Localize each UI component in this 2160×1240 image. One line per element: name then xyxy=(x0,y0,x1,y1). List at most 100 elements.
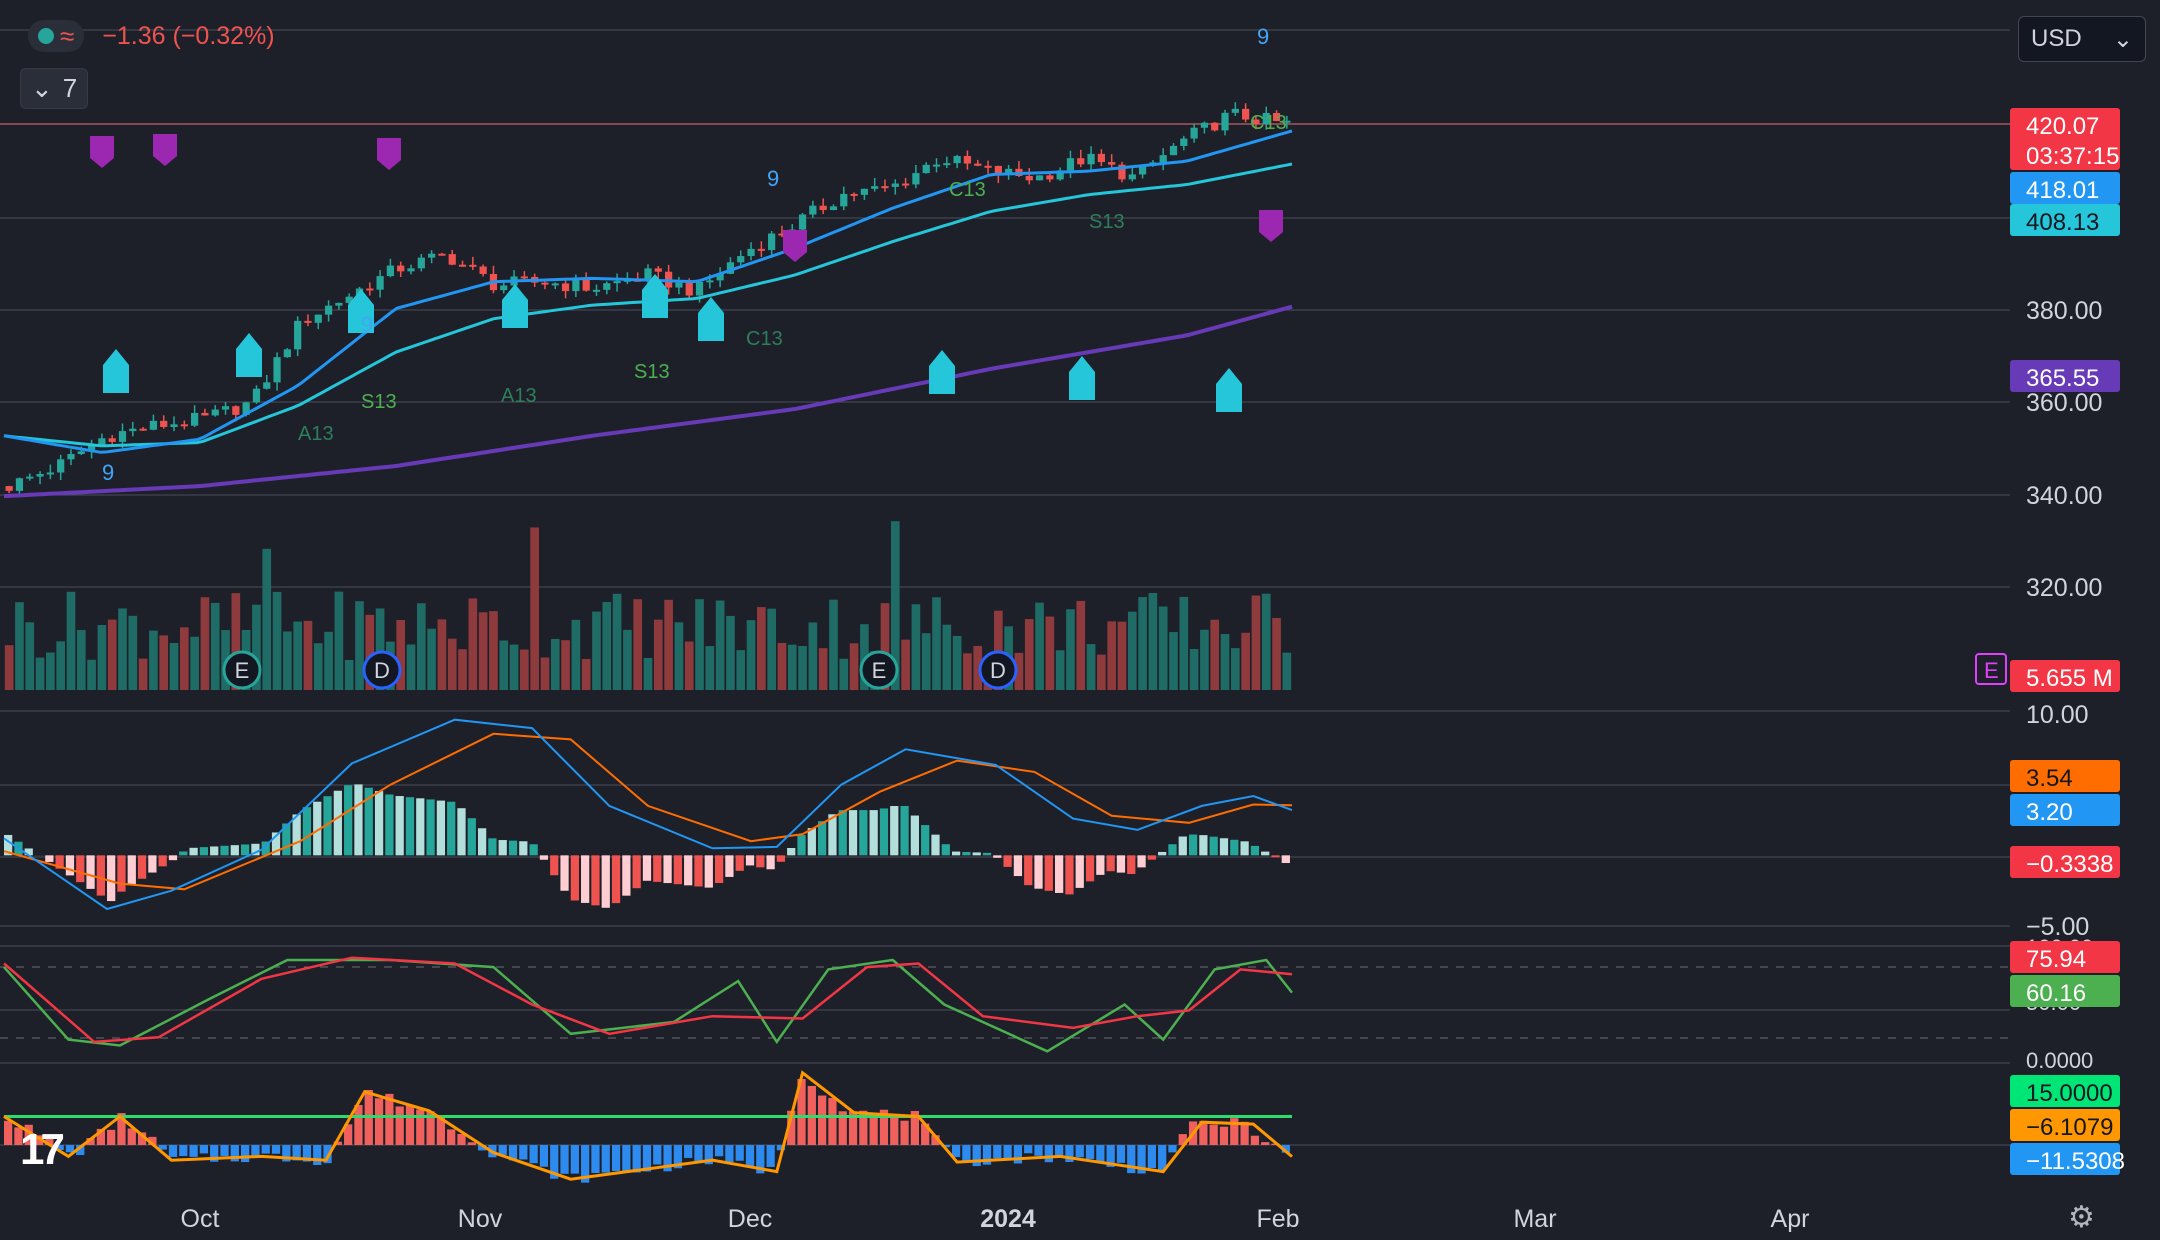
macd-hist-bar xyxy=(931,834,940,856)
macd-hist-bar xyxy=(1188,834,1198,856)
candle xyxy=(232,406,240,415)
candle xyxy=(912,173,920,185)
macd-hist-bar xyxy=(508,840,518,856)
candle xyxy=(170,424,178,427)
macd-hist-bar xyxy=(96,855,105,896)
volume-bar xyxy=(623,629,632,690)
candle xyxy=(448,254,456,265)
osc-hist-bar xyxy=(508,1145,518,1161)
osc-hist-bar xyxy=(859,1110,868,1145)
osc-hist-bar xyxy=(86,1138,95,1145)
volume-bar xyxy=(468,598,478,690)
macd-hist-bar xyxy=(962,851,971,856)
osc-hist-bar xyxy=(1065,1145,1074,1163)
candle xyxy=(335,302,343,306)
candle xyxy=(1211,122,1219,131)
price-change: −1.36 (−0.32%) xyxy=(102,21,275,50)
osc-hist-bar xyxy=(951,1145,961,1158)
stoch-k-badge-bg xyxy=(2010,975,2120,1007)
candle xyxy=(922,164,930,174)
candle xyxy=(397,265,405,272)
volume-bar xyxy=(726,615,735,690)
x-tick-label: Oct xyxy=(181,1205,220,1233)
price-badges: 420.07 03:37:15 418.01 408.13 365.55 5.655 M 3… xyxy=(1975,108,2125,1175)
macd-hist-bar xyxy=(560,855,569,891)
sell-flag-icon xyxy=(1259,210,1283,242)
macd-hist-bar xyxy=(1168,844,1177,856)
osc-hist-bar xyxy=(354,1105,363,1145)
volume-bar xyxy=(808,622,818,690)
osc-hist-bar xyxy=(962,1145,971,1163)
currency-select[interactable]: USD ⌄ xyxy=(2018,16,2146,62)
macd-hist-bar xyxy=(292,814,301,856)
osc-hist-bar xyxy=(240,1145,250,1163)
macd-hist-bar xyxy=(673,855,683,885)
osc-hist-bar xyxy=(663,1145,672,1172)
candle xyxy=(706,280,714,283)
osc-line-badge: −6.1079 xyxy=(2010,1109,2120,1141)
osc-hist-bar xyxy=(230,1145,239,1162)
macd-hist-bar xyxy=(838,810,847,856)
candle xyxy=(36,473,44,477)
osc-hist-bar xyxy=(323,1145,332,1164)
candle xyxy=(881,186,889,189)
osc-hist-bar xyxy=(941,1145,950,1148)
volume-bar xyxy=(715,600,725,690)
volume-bar xyxy=(365,614,375,690)
candle xyxy=(407,268,415,272)
osc-line-badge-text: −6.1079 xyxy=(2026,1114,2113,1141)
candle xyxy=(603,283,611,290)
macd-hist-bar xyxy=(1158,851,1167,856)
candle xyxy=(1180,138,1188,146)
gear-icon[interactable]: ⚙ xyxy=(2068,1201,2095,1234)
earnings-icon xyxy=(1975,653,2007,685)
x-tick-label: Mar xyxy=(1513,1205,1556,1233)
macd-hist-bar xyxy=(230,845,239,856)
macd-signal-line xyxy=(3,732,1293,891)
signal-label: C13 xyxy=(746,328,783,350)
macd-hist-bar xyxy=(570,855,579,901)
volume-bar xyxy=(581,658,591,690)
osc-hist-bar xyxy=(818,1095,827,1145)
volume-bar xyxy=(952,635,962,690)
osc-hist-bar xyxy=(168,1145,178,1157)
osc-hist-bar xyxy=(993,1145,1002,1159)
candle xyxy=(840,193,848,207)
osc-hist-bar xyxy=(910,1111,919,1145)
candle xyxy=(984,165,992,168)
candle xyxy=(294,320,302,350)
volume-bar xyxy=(231,593,241,690)
tradingview-logo-icon[interactable]: 17 xyxy=(20,1125,65,1174)
volume-bar xyxy=(1097,654,1106,690)
dividend-icon xyxy=(362,650,402,690)
volume-bar xyxy=(1179,596,1189,690)
macd-hist-bar xyxy=(24,848,33,856)
volume-bar xyxy=(149,630,158,690)
osc-hist-bar xyxy=(96,1128,105,1145)
candle xyxy=(891,183,899,187)
volume-bar xyxy=(458,649,467,690)
event-letter: E xyxy=(872,658,887,683)
macd-hist-bar xyxy=(704,855,713,888)
indicator-toggle[interactable]: ≈ xyxy=(28,20,85,52)
volume-bar xyxy=(138,658,148,690)
macd-hist-bar xyxy=(1096,855,1105,875)
volume-bar xyxy=(190,636,199,690)
macd-hist-bar xyxy=(519,841,528,856)
osc-hist-bar xyxy=(374,1098,384,1145)
osc-hist-bar xyxy=(220,1145,229,1157)
volume-bar xyxy=(1220,634,1230,690)
ema-fast-badge: 418.01 xyxy=(2010,172,2120,204)
stoch-k-badge-text: 60.16 xyxy=(2026,980,2086,1007)
candle xyxy=(1169,145,1178,156)
osc-hist-bar xyxy=(467,1142,476,1145)
macd-hist-bar xyxy=(900,805,909,856)
macd-hist-bar xyxy=(539,855,549,860)
osc-hist-bar xyxy=(890,1117,899,1145)
volume-bar xyxy=(200,597,210,690)
candle xyxy=(108,438,116,442)
ema-fast-line xyxy=(3,129,1293,454)
osc-hist-bar xyxy=(900,1120,909,1145)
collapse-indicators-button[interactable]: ⌄ 7 xyxy=(20,68,89,109)
